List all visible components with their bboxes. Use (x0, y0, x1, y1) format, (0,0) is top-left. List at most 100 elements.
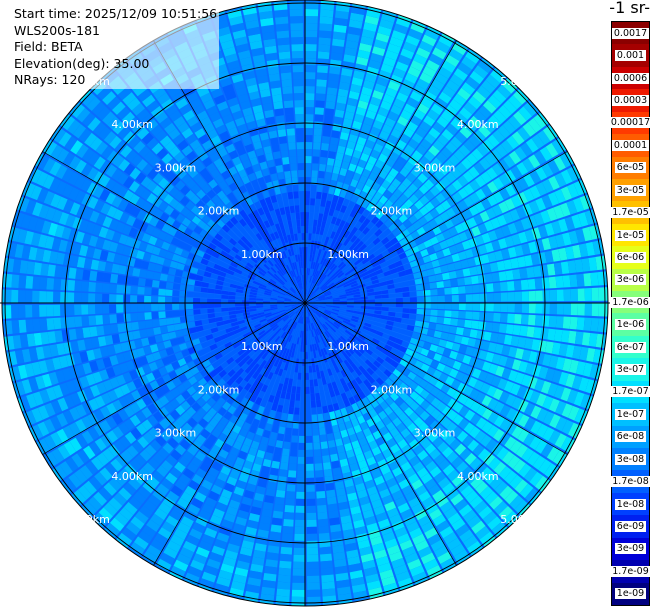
ppi-range-gate (294, 329, 298, 337)
ppi-range-gate (383, 270, 392, 277)
ppi-range-gate (560, 436, 574, 452)
ppi-range-gate (315, 100, 325, 108)
ppi-range-gate (492, 204, 503, 217)
ppi-range-gate (397, 115, 409, 127)
ppi-range-gate (415, 284, 424, 291)
ppi-range-gate (335, 282, 343, 287)
ppi-range-gate (74, 292, 82, 303)
ppi-range-gate (307, 268, 311, 276)
ppi-range-gate (314, 121, 323, 129)
ppi-range-gate (260, 465, 271, 475)
ppi-range-gate (310, 351, 314, 359)
ppi-range-gate (299, 323, 302, 331)
ppi-range-gate (381, 265, 390, 273)
ppi-range-gate (384, 140, 395, 151)
ppi-range-gate (325, 269, 332, 276)
ppi-range-gate (381, 333, 390, 340)
ppi-range-gate (344, 315, 352, 321)
ppi-range-gate (46, 304, 54, 317)
ppi-range-gate (322, 602, 338, 606)
ppi-range-gate (305, 149, 312, 157)
ppi-range-gate (252, 499, 263, 509)
ppi-range-gate (420, 552, 436, 565)
ppi-range-gate (472, 293, 480, 302)
ppi-range-gate (296, 477, 305, 485)
ppi-range-gate (424, 415, 436, 426)
ppi-range-gate (328, 271, 335, 279)
ppi-range-gate (390, 443, 401, 454)
ppi-range-gate (364, 479, 376, 489)
ppi-range-gate (316, 327, 321, 335)
ppi-range-gate (102, 314, 111, 325)
ppi-range-gate (444, 303, 452, 310)
ppi-range-gate (408, 214, 418, 225)
ppi-range-gate (334, 280, 342, 286)
ppi-range-gate (372, 89, 384, 100)
ppi-range-gate (315, 328, 320, 336)
ppi-range-gate (355, 376, 363, 385)
ppi-range-gate (313, 313, 319, 320)
ppi-range-gate (435, 204, 446, 215)
ppi-range-gate (315, 270, 320, 278)
ppi-range-gate (484, 273, 493, 283)
ppi-range-gate (353, 297, 361, 301)
ppi-range-gate (123, 275, 132, 285)
ppi-range-gate (449, 438, 462, 451)
ppi-range-gate (349, 280, 358, 286)
ppi-range-gate (328, 283, 336, 289)
ppi-range-gate (486, 167, 498, 180)
ppi-range-gate (305, 282, 308, 290)
ppi-range-gate (520, 279, 529, 291)
ppi-range-gate (366, 393, 375, 403)
ppi-range-gate (488, 457, 501, 471)
ppi-range-gate (322, 258, 327, 266)
ppi-range-gate (571, 214, 582, 229)
ppi-range-gate (399, 539, 414, 551)
ppi-range-gate (268, 538, 281, 547)
ppi-range-gate (458, 144, 471, 157)
ppi-range-gate (484, 153, 497, 166)
ppi-range-gate (341, 265, 349, 272)
ppi-range-gate (560, 261, 570, 275)
ppi-range-gate (424, 133, 436, 145)
ppi-range-gate (356, 430, 365, 440)
ppi-range-gate (322, 185, 329, 194)
ppi-range-gate (397, 577, 413, 589)
ppi-range-gate (443, 159, 455, 171)
ppi-range-gate (381, 179, 391, 190)
ppi-range-gate (132, 330, 141, 340)
ppi-range-gate (137, 312, 145, 321)
ppi-range-gate (158, 281, 167, 289)
ppi-range-gate (321, 315, 328, 321)
ppi-range-gate (331, 460, 340, 469)
ppi-range-gate (332, 307, 340, 311)
ppi-range-gate (331, 290, 339, 295)
ppi-range-gate (368, 271, 377, 278)
ppi-range-gate (339, 308, 347, 312)
ppi-range-gate (296, 379, 301, 387)
ppi-range-gate (389, 36, 404, 48)
ppi-range-gate (366, 221, 375, 230)
ppi-range-gate (433, 545, 449, 558)
ppi-range-gate (425, 443, 437, 455)
ppi-range-gate (313, 135, 322, 143)
ppi-range-gate (559, 152, 573, 168)
ppi-range-gate (370, 536, 383, 546)
ppi-range-gate (322, 313, 330, 319)
ppi-range-gate (364, 73, 377, 83)
ppi-range-gate (348, 19, 363, 29)
ppi-range-gate (478, 105, 492, 119)
ppi-range-gate (535, 182, 548, 196)
ppi-range-gate (308, 316, 311, 324)
ppi-range-gate (324, 292, 332, 297)
ppi-range-gate (391, 178, 402, 189)
ppi-range-gate (393, 407, 404, 417)
ppi-range-gate (221, 294, 229, 299)
ppi-range-gate (329, 374, 336, 383)
ppi-range-gate (296, 491, 305, 499)
ppi-range-gate (344, 285, 352, 290)
ppi-range-gate (282, 384, 288, 393)
ppi-range-gate (368, 586, 383, 597)
ppi-range-gate (473, 214, 484, 225)
ppi-range-gate (521, 349, 531, 362)
